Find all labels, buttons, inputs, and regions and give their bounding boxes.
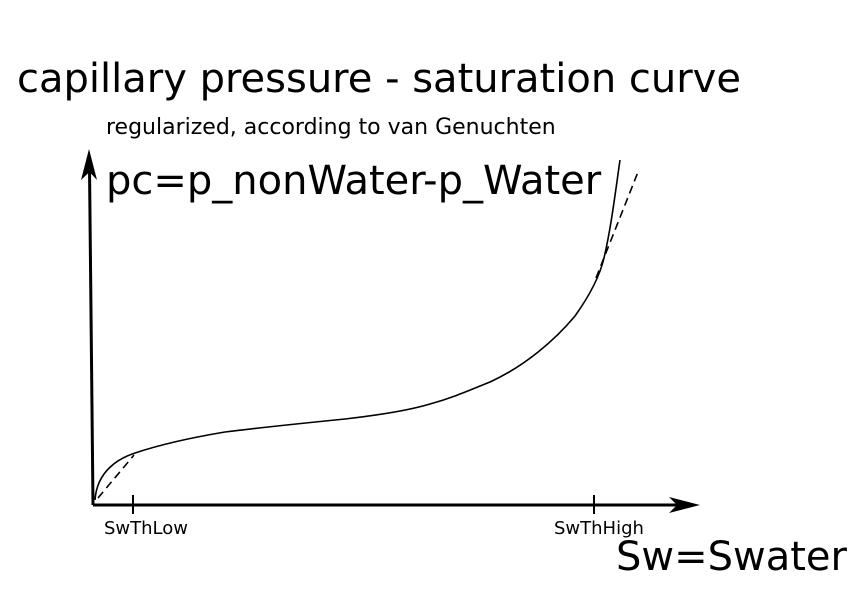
y-axis xyxy=(88,167,95,506)
x-axis-arrowhead xyxy=(669,497,700,513)
x-axis-label: Sw=Swater xyxy=(616,534,847,580)
chart-title: capillary pressure - saturation curve xyxy=(17,56,741,102)
y-axis-arrowhead xyxy=(81,149,97,180)
y-axis-label: pc=p_nonWater-p_Water xyxy=(106,158,602,204)
tick-label-high: SwThHigh xyxy=(554,518,644,539)
pc-sw-curve xyxy=(94,159,621,501)
chart-subtitle: regularized, according to van Genuchten xyxy=(106,115,556,140)
regularization-high-dashed xyxy=(595,171,639,279)
tick-label-low: SwThLow xyxy=(104,518,188,539)
regularization-low-dashed xyxy=(97,454,135,499)
